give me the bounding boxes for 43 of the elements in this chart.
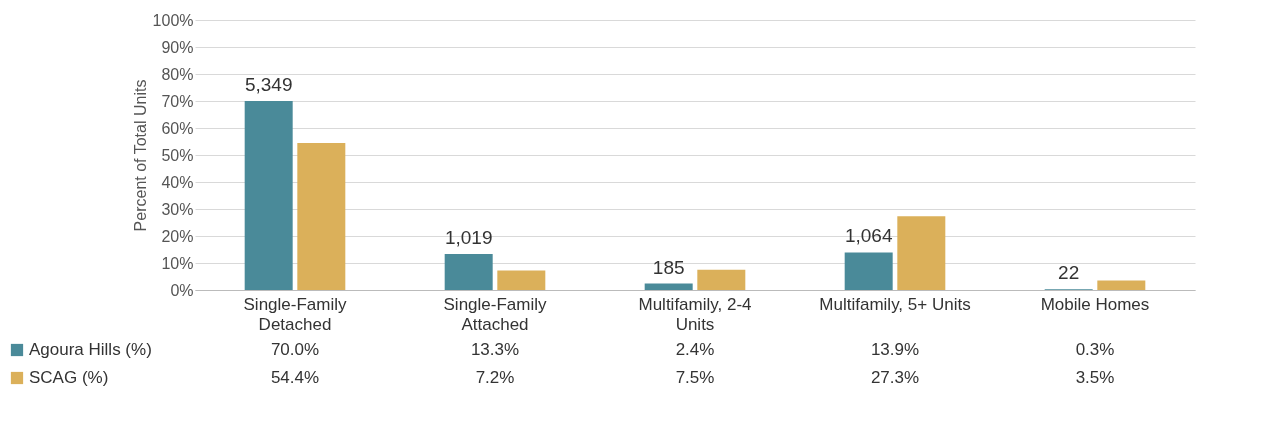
bar (297, 143, 346, 290)
data-label: 70.0% (270, 340, 320, 359)
bar (1097, 280, 1146, 290)
y-tick-label: 70% (161, 92, 194, 110)
x-tick-label: Multifamily, 5+ Units (819, 294, 971, 314)
data-label: 3.5% (1075, 368, 1115, 387)
data-label: 2.4% (675, 340, 715, 359)
data-label: 7.5% (675, 368, 715, 387)
y-tick-label: 0% (170, 281, 194, 299)
legend-label: SCAG (%) (29, 368, 109, 387)
x-tick-label: Multifamily, 2-4 Units (638, 294, 752, 334)
annotation: 1,064 (844, 225, 893, 247)
bar (497, 270, 546, 290)
data-label: 0.3% (1075, 340, 1115, 359)
bar (244, 101, 293, 290)
annotation: 1,019 (444, 227, 493, 249)
x-tick-label: Single-Family Attached (443, 294, 547, 334)
bar (897, 216, 946, 290)
data-label: 13.3% (470, 340, 520, 359)
annotation: 5,349 (244, 74, 293, 95)
y-tick-label: 100% (152, 11, 194, 29)
legend-label: Agoura Hills (%) (29, 340, 152, 359)
data-label: 27.3% (870, 368, 920, 387)
data-label: 13.9% (870, 340, 920, 359)
y-tick-label: 40% (161, 173, 194, 191)
annotation: 185 (652, 256, 685, 278)
y-tick-label: 50% (161, 146, 194, 164)
y-tick-label: 10% (161, 254, 194, 272)
bar (644, 283, 693, 290)
data-label: 7.2% (475, 368, 515, 387)
y-tick-label: 90% (161, 38, 194, 56)
y-tick-label: 20% (161, 227, 194, 245)
data-label: 54.4% (270, 368, 320, 387)
y-tick-label: 60% (161, 119, 194, 137)
x-tick-label: Mobile Homes (1040, 294, 1150, 314)
bar (444, 254, 493, 290)
bar (844, 252, 893, 290)
y-axis-title: Percent of Total Units (131, 79, 149, 232)
annotation: 22 (1058, 262, 1080, 284)
bar (697, 269, 746, 290)
y-tick-label: 80% (161, 65, 194, 83)
y-tick-label: 30% (161, 200, 194, 218)
x-tick-label: Single-Family Detached (243, 294, 347, 334)
